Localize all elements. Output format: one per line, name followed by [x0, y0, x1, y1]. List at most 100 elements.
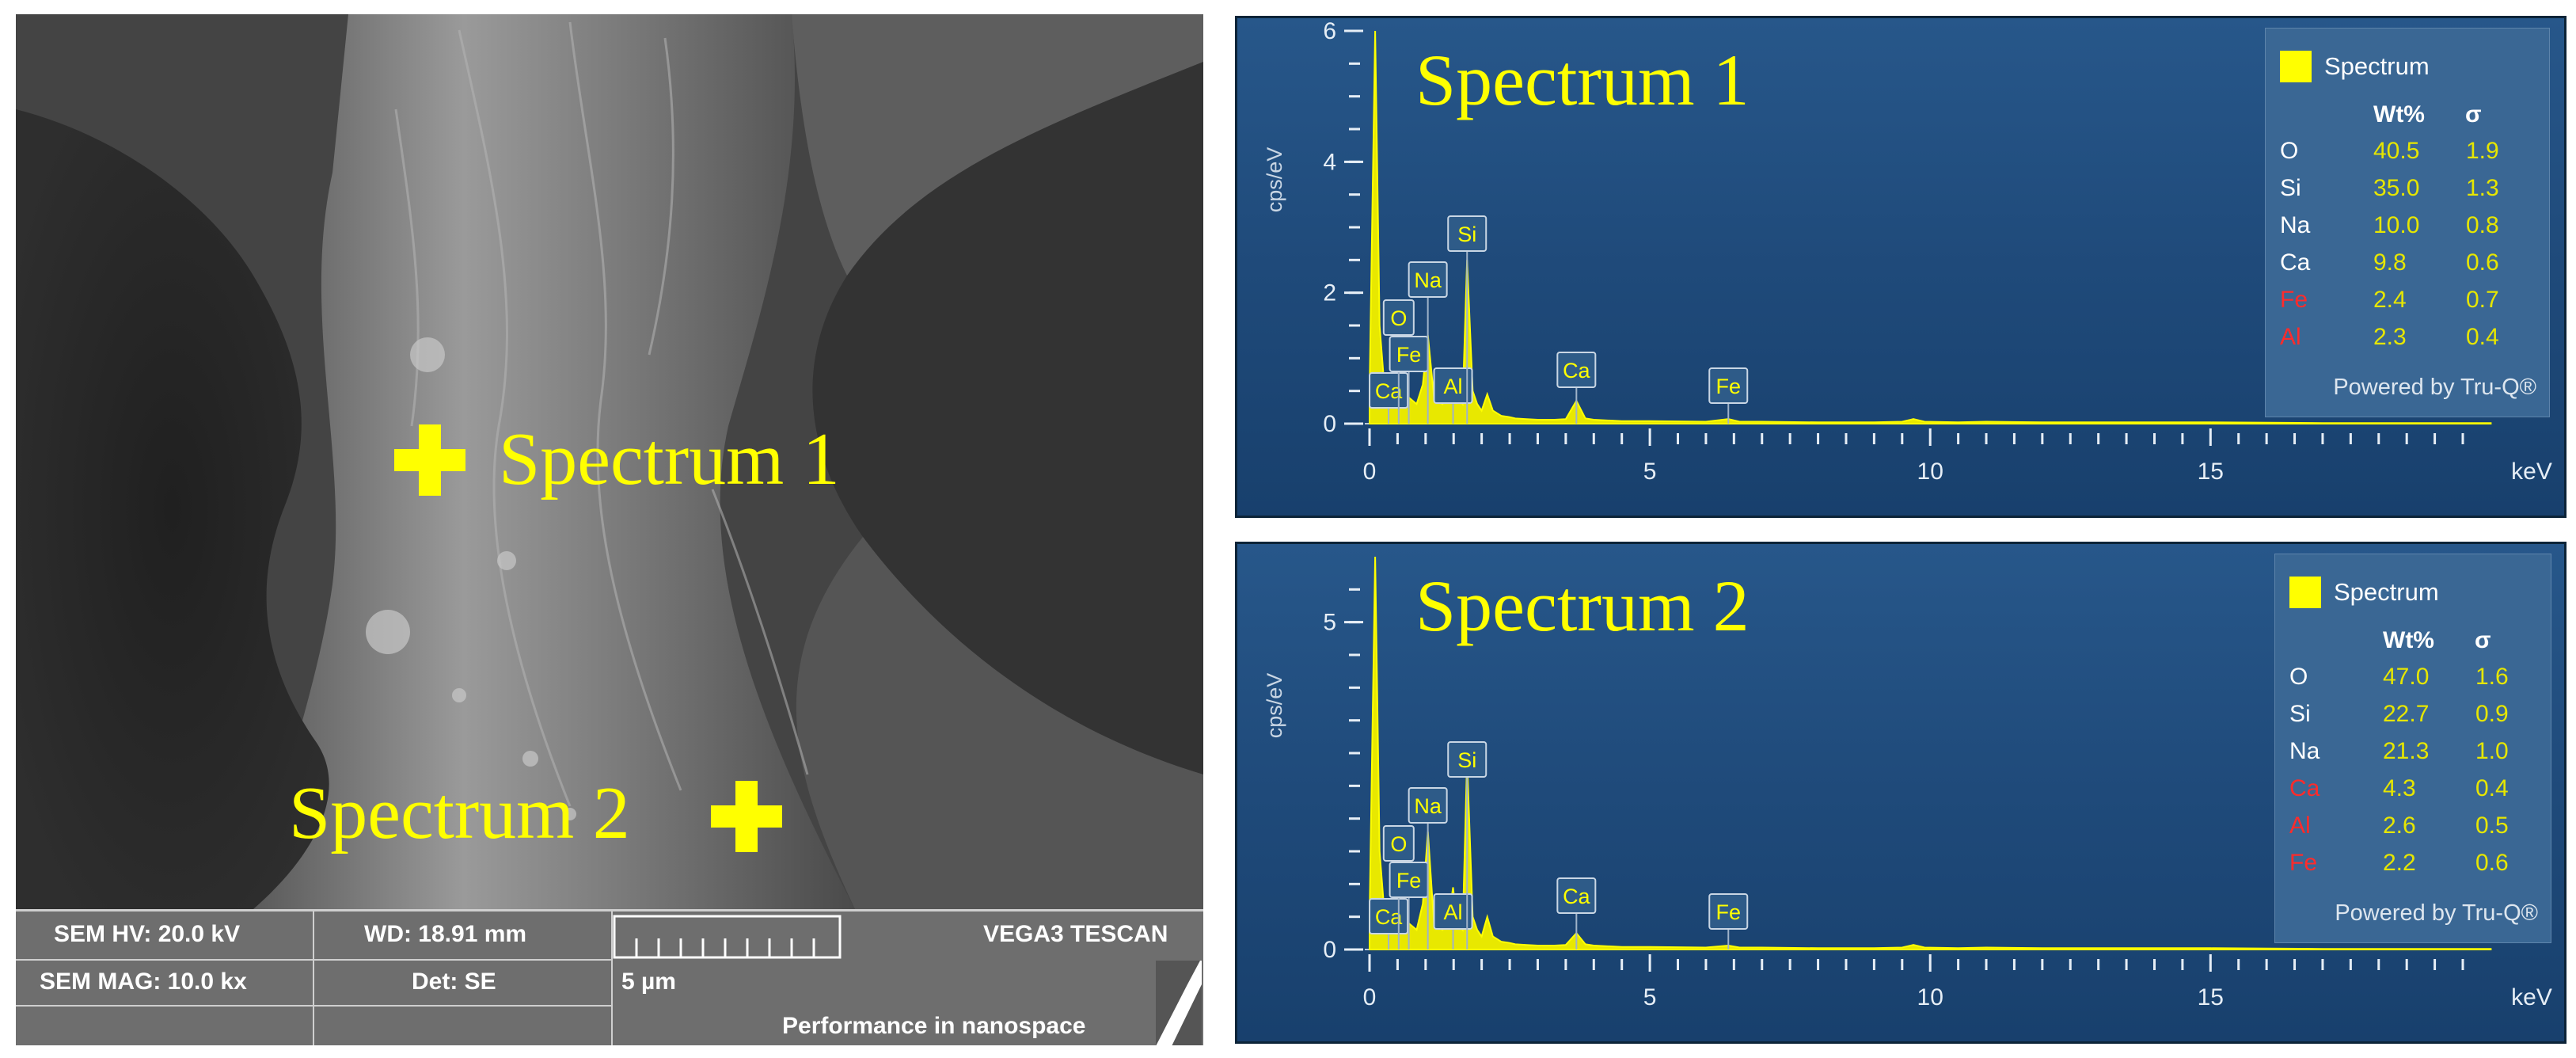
peak-label: Si — [1447, 741, 1487, 950]
legend-wt: 2.2 — [2383, 850, 2416, 876]
x-axis-label: keV — [2511, 459, 2552, 485]
legend-wt: 47.0 — [2383, 664, 2430, 690]
legend-wt: 2.3 — [2373, 324, 2407, 350]
legend-sigma: 1.9 — [2466, 138, 2499, 164]
peak-label: Na — [1408, 261, 1448, 424]
x-tick-label: 15 — [2198, 984, 2224, 1010]
peak-label-text: Ca — [1563, 359, 1590, 382]
peak-label-text: Si — [1457, 748, 1476, 772]
legend-sigma: 1.6 — [2475, 664, 2509, 690]
legend-sigma: 0.8 — [2466, 212, 2499, 238]
legend-sigma: 1.0 — [2475, 738, 2509, 764]
legend-row: Fe 2.2 0.6 — [2289, 850, 2543, 886]
legend-element: Si — [2280, 175, 2301, 201]
legend-col-wt: Wt% — [2373, 101, 2425, 127]
peak-label-box — [1382, 825, 1415, 862]
sem-micrograph — [16, 14, 1203, 909]
x-tick-label: 0 — [1363, 984, 1377, 1010]
peak-label-text: Fe — [1715, 900, 1741, 924]
legend-sigma: 0.4 — [2475, 775, 2509, 801]
x-tick-label: 10 — [1917, 459, 1943, 485]
legend-row: Al 2.3 0.4 — [2280, 324, 2533, 360]
peak-label-box — [1556, 352, 1597, 388]
legend-wt: 2.4 — [2373, 287, 2407, 313]
legend-col-sigma: σ — [2465, 101, 2482, 127]
legend-element: Na — [2289, 738, 2320, 764]
peak-label: Ca — [1556, 352, 1597, 424]
peak-label-box — [1447, 741, 1487, 778]
legend-sigma: 0.5 — [2475, 813, 2509, 839]
peak-label: Fe — [1389, 336, 1429, 424]
spectrum-2-label: Spectrum 2 — [289, 772, 630, 854]
legend-element: Fe — [2280, 287, 2308, 313]
legend-wt: 40.5 — [2373, 138, 2420, 164]
peak-label-box — [1382, 299, 1415, 336]
legend-row: Si 35.0 1.3 — [2280, 175, 2533, 211]
legend-row: Ca 9.8 0.6 — [2280, 249, 2533, 286]
legend-element: Na — [2280, 212, 2311, 238]
y-tick-label: 2 — [1323, 280, 1336, 306]
peak-label-box — [1556, 877, 1597, 914]
legend-sigma: 1.3 — [2466, 175, 2499, 201]
legend-element: Ca — [2289, 775, 2320, 801]
x-tick-label: 5 — [1643, 459, 1657, 485]
peak-label-box — [1433, 893, 1473, 930]
legend-row: O 40.5 1.9 — [2280, 138, 2533, 174]
legend-col-sigma: σ — [2475, 627, 2491, 653]
eds-spectrum-2-panel: 0 5 10 15 keV 0 5 cps/eV Ca O Fe Na Al Si Ca Fe Spectru… — [1235, 542, 2567, 1044]
legend-element: Al — [2289, 813, 2311, 839]
peak-label: Al — [1433, 367, 1473, 424]
legend-row: Al 2.6 0.5 — [2289, 813, 2543, 849]
peak-label: Fe — [1708, 893, 1749, 950]
sem-tagline: Performance in nanospace — [782, 1013, 1086, 1039]
peak-label-text: O — [1390, 832, 1407, 856]
y-axis-label: cps/eV — [1263, 673, 1286, 739]
x-tick-label: 5 — [1643, 984, 1657, 1010]
peak-label-box — [1708, 367, 1749, 404]
legend-row: O 47.0 1.6 — [2289, 664, 2543, 700]
peak-label-text: Fe — [1715, 375, 1741, 398]
peak-label-box — [1408, 261, 1448, 298]
x-axis-label: keV — [2511, 984, 2552, 1010]
spectrum-1-label: Spectrum 1 — [499, 418, 840, 500]
scale-bar-label: 5 µm — [621, 969, 676, 995]
legend-wt: 35.0 — [2373, 175, 2420, 201]
legend-series-name: Spectrum — [2324, 52, 2430, 80]
peak-label: Fe — [1389, 862, 1429, 950]
scale-bar — [613, 915, 842, 959]
legend-row: Fe 2.4 0.7 — [2280, 287, 2533, 323]
sem-det: Det: SE — [412, 969, 496, 995]
legend-element: O — [2289, 664, 2308, 690]
peak-label: Na — [1408, 787, 1448, 950]
peak-label-box — [1408, 787, 1448, 824]
legend-element: Ca — [2280, 249, 2311, 276]
x-tick-label: 10 — [1917, 984, 1943, 1010]
legend-wt: 10.0 — [2373, 212, 2420, 238]
peak-label-text: Fe — [1396, 869, 1422, 892]
sem-info-bar: SEM HV: 20.0 kV WD: 18.91 mm SEM MAG: 10… — [16, 909, 1203, 1045]
y-axis-label: cps/eV — [1263, 147, 1286, 213]
x-tick-label: 0 — [1363, 459, 1377, 485]
spectrum-1-marker — [394, 424, 465, 496]
sem-wd: WD: 18.91 mm — [364, 921, 527, 947]
peak-label-box — [1447, 215, 1487, 252]
peak-label-text: Al — [1444, 375, 1463, 398]
legend-sigma: 0.6 — [2475, 850, 2509, 876]
legend-sigma: 0.9 — [2475, 701, 2509, 727]
eds-spectrum-1-legend: Spectrum Wt% σ O 40.5 1.9 Si 35.0 1.3 Na… — [2265, 28, 2550, 417]
legend-swatch — [2280, 51, 2312, 82]
legend-element: Al — [2280, 324, 2301, 350]
x-tick-label: 15 — [2198, 459, 2224, 485]
eds-spectrum-2-title: Spectrum 2 — [1415, 565, 1750, 646]
sem-mag: SEM MAG: 10.0 kx — [40, 969, 247, 995]
sem-image-panel: Spectrum 1 Spectrum 2 SEM HV: 20.0 kV WD… — [16, 14, 1203, 1045]
peak-label-text: Na — [1414, 268, 1442, 292]
peak-label-box — [1708, 893, 1749, 930]
y-tick-label: 6 — [1323, 18, 1336, 44]
spectrum-2-marker — [711, 781, 782, 852]
legend-wt: 2.6 — [2383, 813, 2416, 839]
peak-label-text: Na — [1414, 794, 1442, 818]
legend-col-wt: Wt% — [2383, 627, 2434, 653]
peak-label: O — [1382, 299, 1415, 424]
legend-swatch — [2289, 577, 2321, 608]
